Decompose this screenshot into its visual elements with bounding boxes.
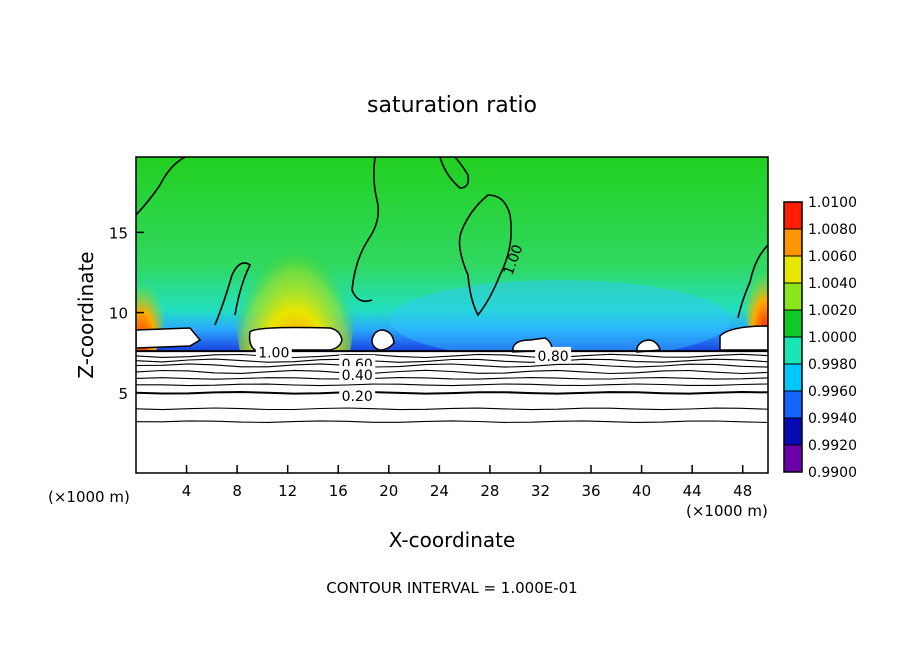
contour-line (136, 420, 768, 424)
cloud-blob (719, 325, 768, 351)
colorbar-segment (784, 337, 802, 364)
x-axis: 4 8 12 16 20 24 28 32 36 40 44 48 (182, 465, 752, 500)
contour-line (136, 157, 186, 216)
colorbar-segment (784, 256, 802, 283)
colorbar-label: 0.9920 (808, 438, 857, 454)
x-tick-label: 32 (531, 482, 550, 500)
colorbar: 0.9900 0.9920 0.9940 0.9960 0.9980 1.0000 1.00… (783, 195, 857, 481)
colorbar-segment (784, 445, 802, 472)
colorbar-segment (784, 229, 802, 256)
contour-labels: 1.001.000.800.600.400.20 (255, 243, 572, 405)
colorbar-label: 1.0040 (808, 276, 857, 292)
contour-line (214, 262, 252, 326)
contour-line (136, 390, 768, 395)
contour-label-bg (339, 387, 376, 404)
lower-white (136, 352, 768, 473)
colorbar-label: 1.0060 (808, 249, 857, 265)
y-tick-label: 10 (109, 305, 128, 323)
contour-line (136, 377, 768, 380)
colorbar-label: 0.9940 (808, 411, 857, 427)
x-tick-label: 40 (632, 482, 651, 500)
x-tick-label: 24 (430, 482, 449, 500)
contour-line (136, 363, 768, 368)
chart-title: saturation ratio (367, 93, 537, 118)
y-axis: 5 10 15 (109, 224, 144, 403)
x-tick-label: 36 (581, 482, 600, 500)
colorbar-label: 0.9980 (808, 357, 857, 373)
plot-frame (135, 156, 769, 474)
x-tick-label: 4 (182, 482, 192, 500)
contour-interval-note: CONTOUR INTERVAL = 1.000E-01 (326, 579, 577, 597)
plot-area: 1.001.000.800.600.400.20 (136, 157, 768, 473)
contour-line (458, 194, 513, 317)
contour-label-bg (535, 346, 572, 363)
colorbar-label: 1.0080 (808, 222, 857, 238)
contour-label: 1.00 (258, 346, 289, 362)
colorbar-label: 0.9900 (808, 465, 857, 481)
x-tick-label: 16 (329, 482, 348, 500)
contour-line (737, 244, 768, 319)
x-unit-right: (×1000 m) (686, 502, 768, 520)
y-axis-label: Z-coordinate (74, 251, 98, 378)
cloud-blob (136, 327, 202, 349)
colorbar-segment (784, 310, 802, 337)
contour-label: 0.40 (342, 368, 373, 384)
colorbar-segment (784, 364, 802, 391)
x-tick-label: 12 (278, 482, 297, 500)
cloud-blob (371, 329, 395, 351)
y-tick-label: 15 (109, 224, 128, 242)
colorbar-segment (784, 202, 802, 229)
x-tick-label: 48 (733, 482, 752, 500)
colorbar-label: 1.0100 (808, 195, 857, 211)
cloud-blob (636, 339, 661, 353)
colorbar-segment (784, 391, 802, 418)
contour-stack (136, 350, 768, 424)
x-tick-label: 44 (683, 482, 702, 500)
contour-line (136, 407, 768, 411)
y-tick-label: 5 (118, 385, 128, 403)
colorbar-segment (784, 418, 802, 445)
contour-line (136, 353, 768, 359)
colorbar-label: 1.0000 (808, 330, 857, 346)
contour-line (136, 358, 768, 363)
x-tick-label: 28 (480, 482, 499, 500)
contour-line (136, 383, 768, 387)
contour-label: 0.20 (342, 389, 373, 405)
contour-line (136, 369, 768, 375)
x-axis-label: X-coordinate (389, 528, 516, 552)
colorbar-segment (784, 283, 802, 310)
contour-label-bg (339, 366, 376, 383)
contour-label: 0.80 (538, 349, 569, 365)
x-unit-left: (×1000 m) (48, 488, 130, 506)
colorbar-label: 1.0020 (808, 303, 857, 319)
contour-line (351, 157, 380, 303)
contour-line (439, 157, 470, 189)
warm-edge-right (745, 250, 768, 350)
contour-label-bg (255, 343, 292, 360)
x-tick-label: 8 (232, 482, 242, 500)
colorbar-label: 0.9960 (808, 384, 857, 400)
x-tick-label: 20 (379, 482, 398, 500)
